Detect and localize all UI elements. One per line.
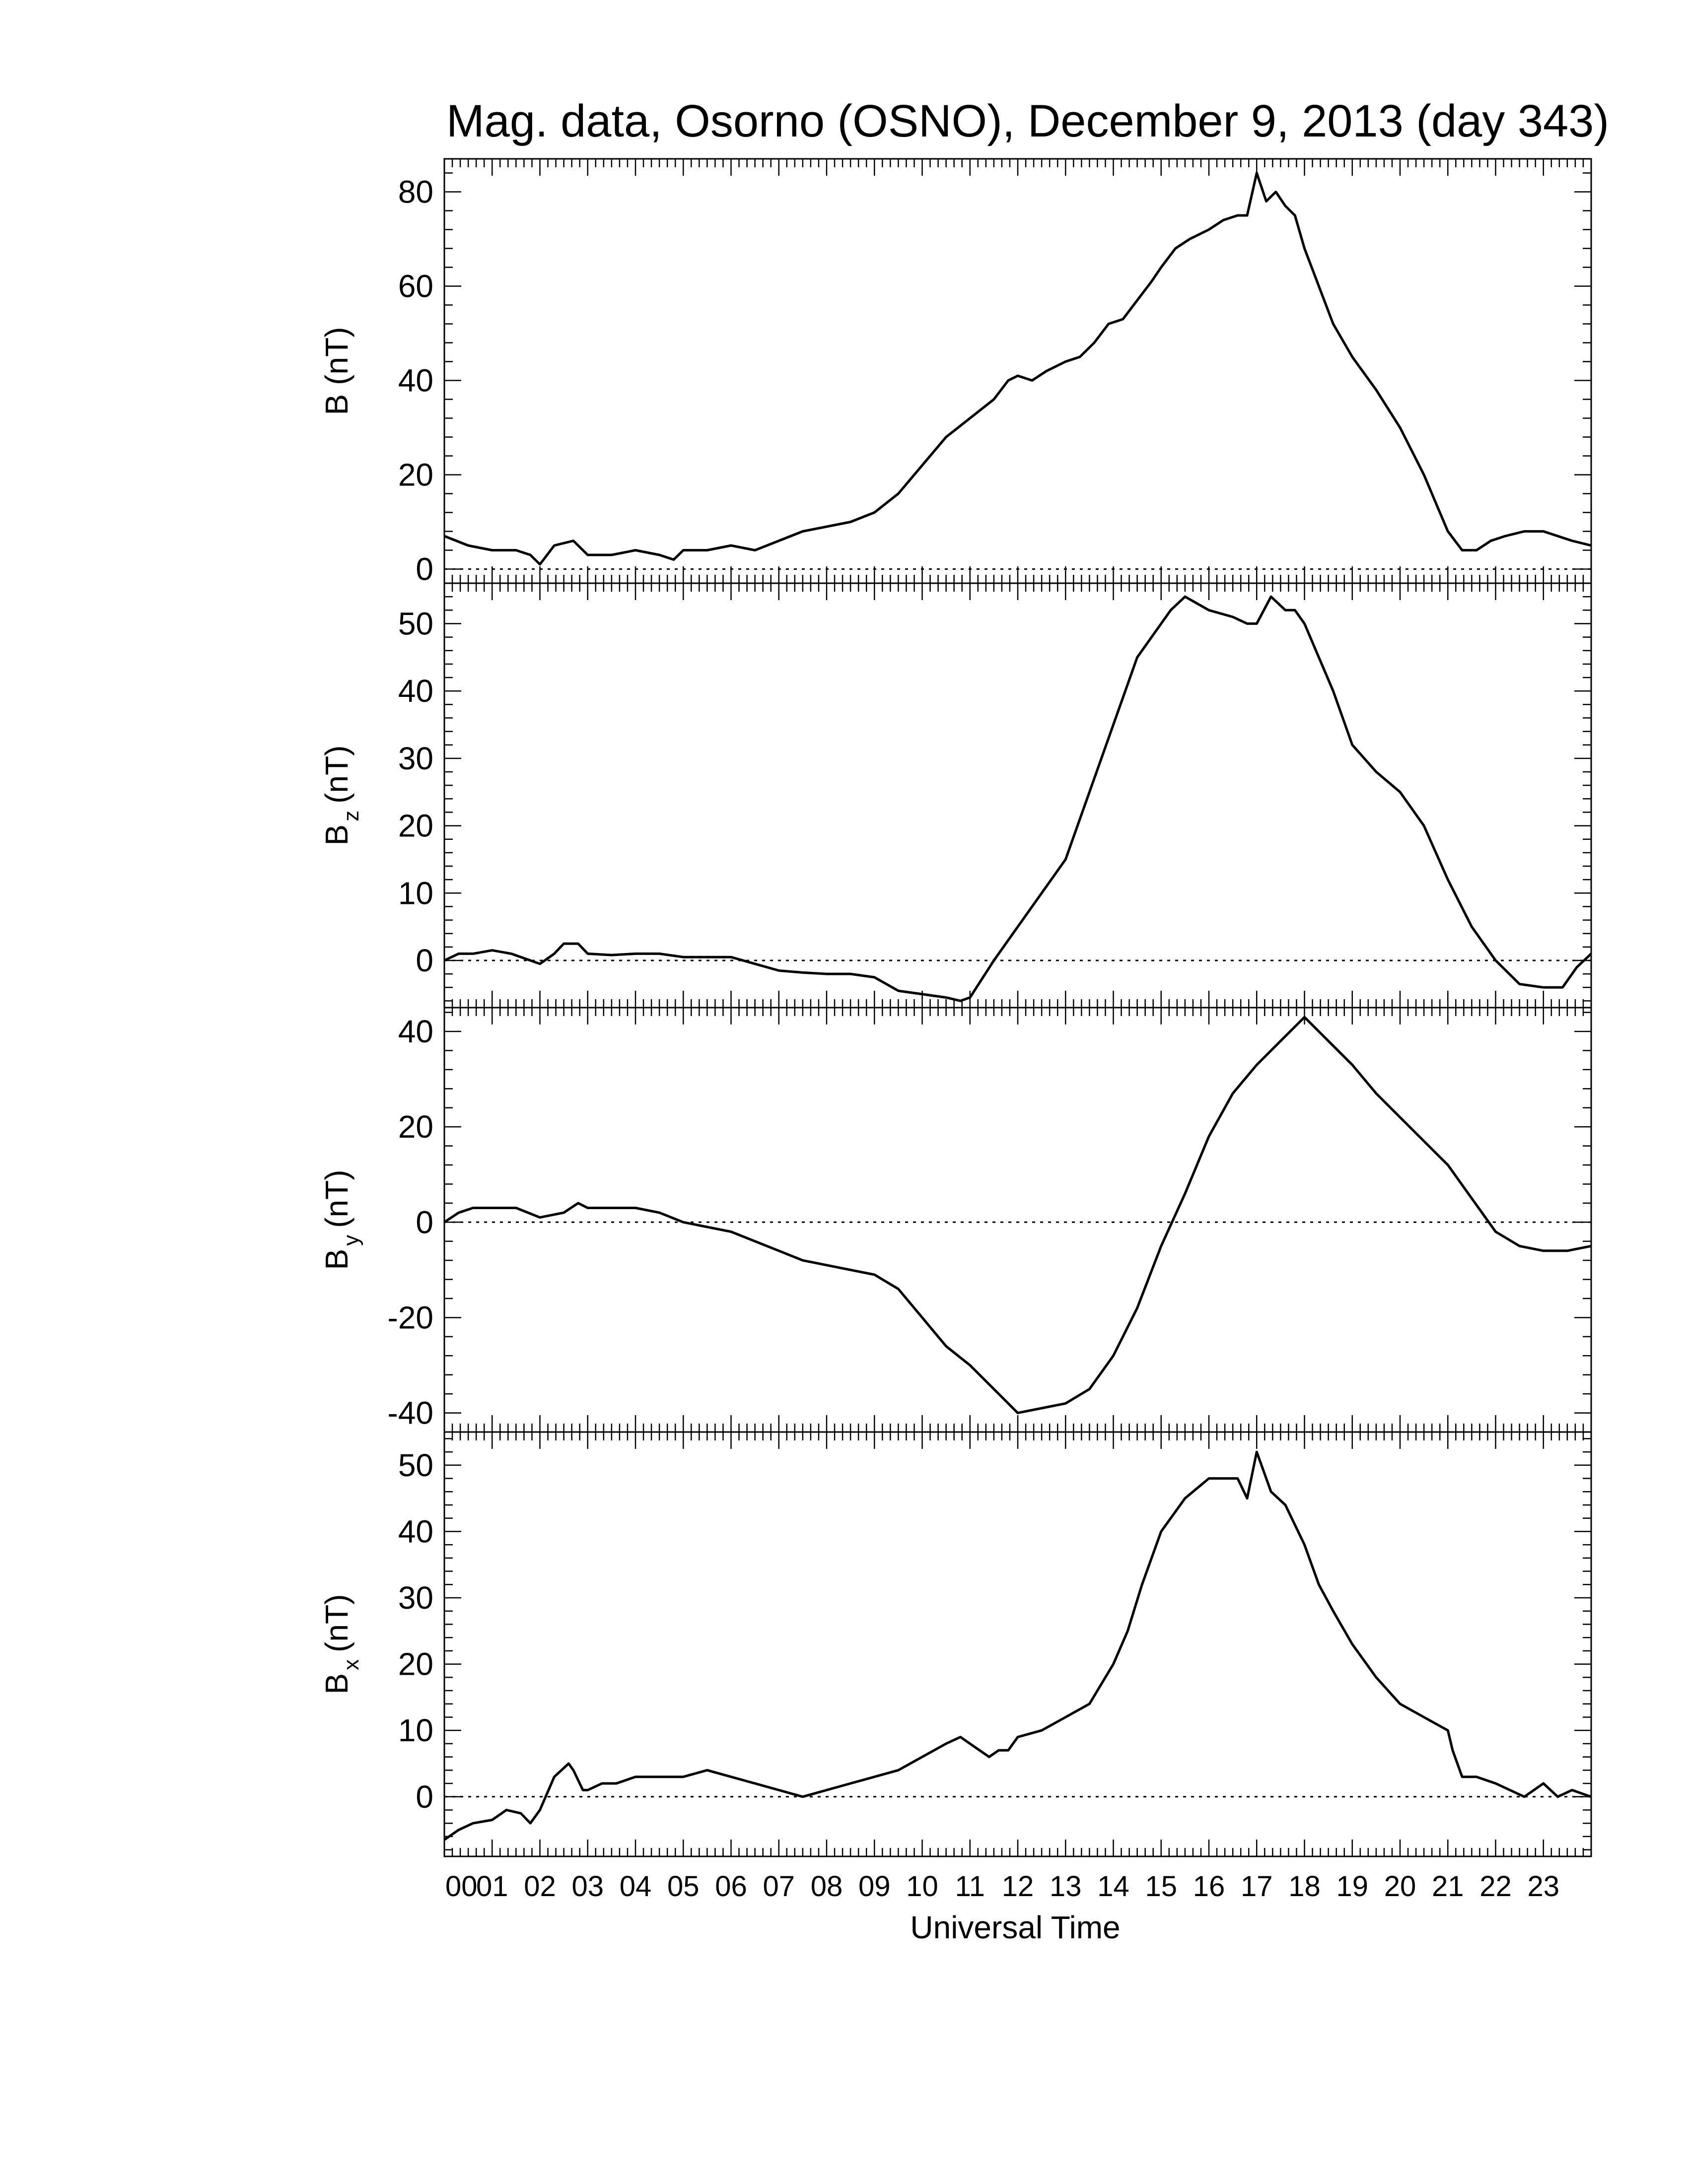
panel-2-ytick-label: 30 xyxy=(398,741,433,776)
x-tick-label: 10 xyxy=(906,1870,938,1903)
panel-3-ylabel-unit: (nT) xyxy=(319,1170,354,1228)
panel-2-data-line xyxy=(443,595,1592,1002)
x-tick-label: 20 xyxy=(1384,1870,1416,1903)
panel-3-ytick-label: -40 xyxy=(388,1395,434,1431)
x-tick-label: 15 xyxy=(1145,1870,1177,1903)
chart-title: Mag. data, Osorno (OSNO), December 9, 20… xyxy=(446,96,1609,146)
x-tick-label: 01 xyxy=(476,1870,508,1903)
panel-1-ylabel-unit: (nT) xyxy=(319,327,354,385)
panel-2-ylabel-sub: z xyxy=(339,811,363,821)
panel-1-ytick-label: 80 xyxy=(398,174,433,210)
panel-1-data-line xyxy=(444,172,1592,566)
panel-2-ytick-label: 50 xyxy=(398,606,433,641)
panel-1-ytick-label: 0 xyxy=(416,551,433,587)
panel-2-ylabel-base: B xyxy=(319,824,354,846)
panel-3-ylabel-base: B xyxy=(319,1249,354,1270)
x-tick-label: 06 xyxy=(715,1870,747,1903)
panel-1-ytick-label: 40 xyxy=(398,363,433,399)
panel-4-ytick-label: 40 xyxy=(398,1513,433,1549)
panel-3-ytick-label: 20 xyxy=(398,1109,433,1145)
x-tick-label: 21 xyxy=(1432,1870,1464,1903)
x-tick-label: 00 xyxy=(445,1870,478,1903)
x-tick-label: 19 xyxy=(1336,1870,1368,1903)
panel-1-ytick-label: 60 xyxy=(398,269,433,304)
panel-3-ytick-label: 40 xyxy=(398,1014,433,1049)
x-tick-label: 05 xyxy=(667,1870,700,1903)
panel-4-ytick-label: 10 xyxy=(398,1712,433,1748)
x-tick-label: 13 xyxy=(1050,1870,1082,1903)
panel-3-ylabel-sub: y xyxy=(339,1235,363,1246)
x-tick-label: 07 xyxy=(763,1870,795,1903)
panel-2-ytick-label: 0 xyxy=(416,943,433,978)
panel-1-ylabel-base: B xyxy=(319,394,354,415)
x-tick-label: 08 xyxy=(811,1870,843,1903)
x-tick-label: 11 xyxy=(955,1870,985,1903)
panel-2-ytick-label: 40 xyxy=(398,673,433,709)
x-axis-label: Universal Time xyxy=(910,1910,1120,1945)
x-tick-label: 18 xyxy=(1288,1870,1321,1903)
panel-4-ylabel-sub: x xyxy=(339,1659,363,1670)
panel-4-ylabel-base: B xyxy=(319,1673,354,1695)
x-tick-label: 04 xyxy=(620,1870,652,1903)
panel-4-ylabel: Bx (nT) xyxy=(319,1594,363,1695)
panel-1-ylabel: B (nT) xyxy=(319,327,354,415)
panel-3-ytick-label: 0 xyxy=(416,1204,433,1240)
panel-2-ytick-label: 20 xyxy=(398,808,433,844)
panel-4-ytick-label: 20 xyxy=(398,1646,433,1682)
x-tick-label: 09 xyxy=(858,1870,891,1903)
panel-2-ylabel-unit: (nT) xyxy=(319,746,354,804)
x-tick-label: 17 xyxy=(1241,1870,1273,1903)
x-tick-label: 16 xyxy=(1193,1870,1225,1903)
panel-4-ytick-label: 30 xyxy=(398,1580,433,1616)
panel-2-ylabel: Bz (nT) xyxy=(319,746,363,846)
x-tick-label: 02 xyxy=(524,1870,556,1903)
panel-4-ytick-label: 0 xyxy=(416,1779,433,1815)
panel-4-ylabel-unit: (nT) xyxy=(319,1594,354,1652)
panels-group: 020406080B(nT)01020304050Bz(nT)-40-20020… xyxy=(319,158,1592,1903)
panel-4-ytick-label: 50 xyxy=(398,1447,433,1483)
x-tick-label: 03 xyxy=(571,1870,604,1903)
panel-4-data-line xyxy=(443,1450,1592,1841)
x-tick-label: 22 xyxy=(1479,1870,1512,1903)
panel-2-ytick-label: 10 xyxy=(398,875,433,911)
x-tick-label: 23 xyxy=(1527,1870,1559,1903)
panel-3-ytick-label: -20 xyxy=(388,1299,434,1335)
x-tick-label: 12 xyxy=(1002,1870,1034,1903)
x-tick-label: 14 xyxy=(1097,1870,1129,1903)
panel-1-ytick-label: 20 xyxy=(398,457,433,493)
panel-3-ylabel: By (nT) xyxy=(319,1170,363,1270)
panel-3-data-line xyxy=(443,1016,1592,1415)
